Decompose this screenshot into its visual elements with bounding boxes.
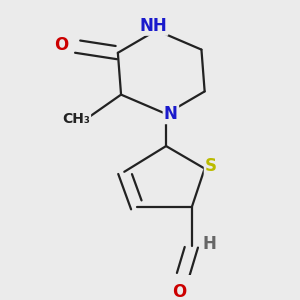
- Text: S: S: [205, 157, 217, 175]
- Text: N: N: [164, 105, 178, 123]
- Text: CH₃: CH₃: [62, 112, 90, 126]
- Text: H: H: [202, 235, 216, 253]
- Text: O: O: [172, 283, 186, 300]
- Text: O: O: [55, 36, 69, 54]
- Text: NH: NH: [139, 16, 167, 34]
